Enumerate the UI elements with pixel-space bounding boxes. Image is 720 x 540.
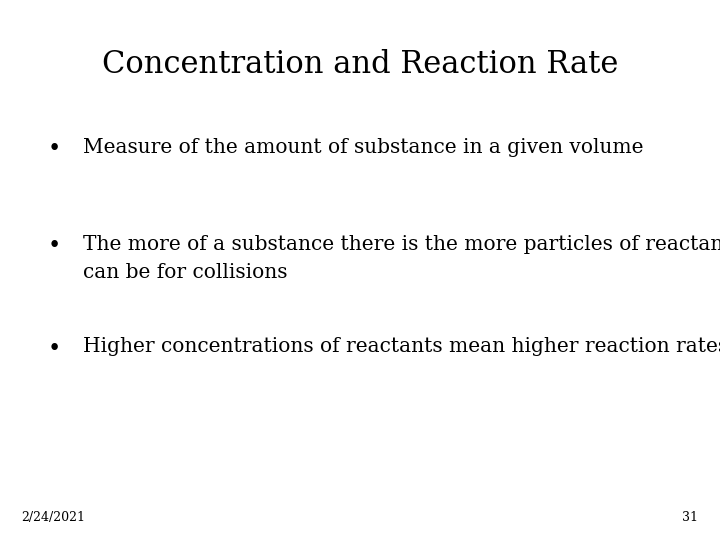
Text: Concentration and Reaction Rate: Concentration and Reaction Rate xyxy=(102,49,618,79)
Text: The more of a substance there is the more particles of reactants there
can be fo: The more of a substance there is the mor… xyxy=(83,235,720,282)
Text: •: • xyxy=(48,138,60,160)
Text: •: • xyxy=(48,338,60,360)
Text: 31: 31 xyxy=(683,511,698,524)
Text: •: • xyxy=(48,235,60,257)
Text: Higher concentrations of reactants mean higher reaction rates: Higher concentrations of reactants mean … xyxy=(83,338,720,356)
Text: 2/24/2021: 2/24/2021 xyxy=(22,511,86,524)
Text: Measure of the amount of substance in a given volume: Measure of the amount of substance in a … xyxy=(83,138,643,157)
